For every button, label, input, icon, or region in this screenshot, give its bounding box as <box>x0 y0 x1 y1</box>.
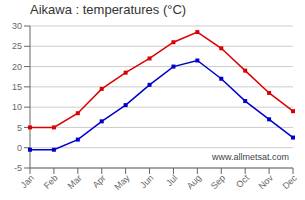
svg-text:May: May <box>112 173 131 192</box>
svg-text:Dec: Dec <box>281 173 297 192</box>
svg-text:Nov: Nov <box>257 173 276 192</box>
svg-text:Apr: Apr <box>91 173 108 190</box>
html-text:www.allmetsat.com: www.allmetsat.com <box>212 152 289 162</box>
svg-text:15: 15 <box>12 82 22 92</box>
svg-text:10: 10 <box>12 102 22 112</box>
svg-text:Feb: Feb <box>42 173 60 191</box>
svg-text:Mar: Mar <box>66 173 84 191</box>
svg-text:Oct: Oct <box>234 173 251 190</box>
svg-text:Sep: Sep <box>209 173 227 191</box>
svg-text:Jan: Jan <box>19 173 36 190</box>
svg-text:20: 20 <box>12 62 22 72</box>
svg-text:30: 30 <box>12 21 22 31</box>
svg-text:-5: -5 <box>14 163 22 173</box>
svg-text:25: 25 <box>12 41 22 51</box>
html-text:Aikawa : temperatures (°C): Aikawa : temperatures (°C) <box>30 2 187 17</box>
svg-text:5: 5 <box>17 123 22 133</box>
svg-text:0: 0 <box>17 143 22 153</box>
svg-text:Aug: Aug <box>185 173 203 191</box>
svg-text:Jul: Jul <box>164 173 179 188</box>
svg-text:Jun: Jun <box>138 173 155 190</box>
